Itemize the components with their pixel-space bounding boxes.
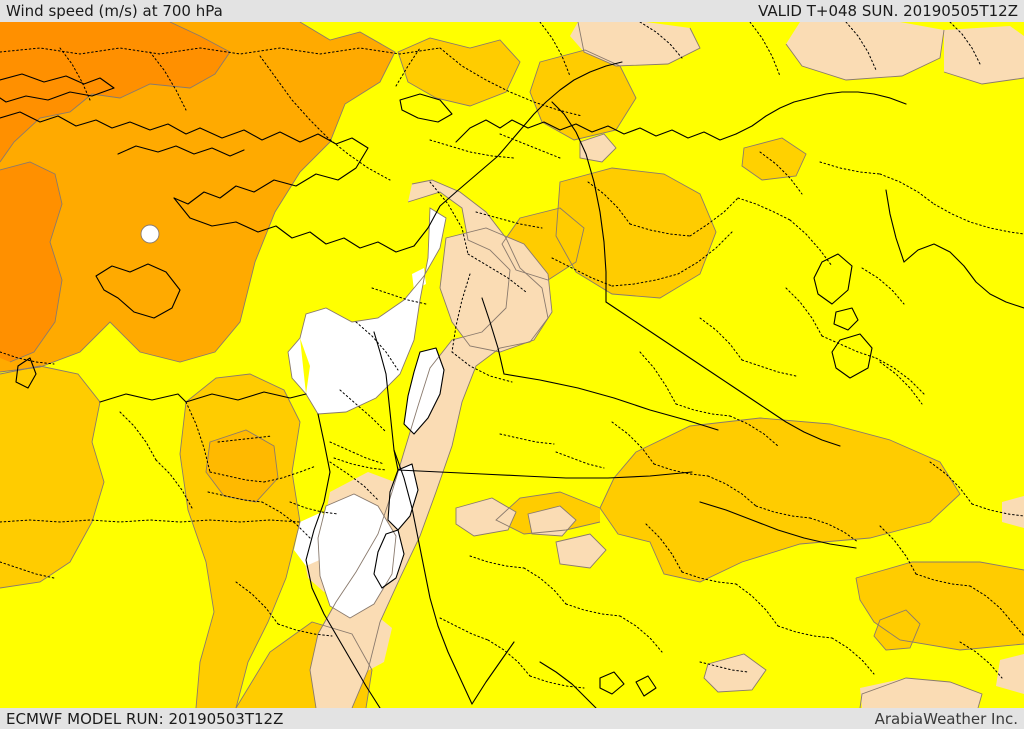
page-title: Wind speed (m/s) at 700 hPa [6,2,223,20]
wind-speed-heatmap[interactable] [0,22,1024,708]
admin-borders-dotted [0,22,1024,689]
brand-label: ArabiaWeather Inc. [874,710,1018,728]
model-run-label: ECMWF MODEL RUN: 20190503T12Z [6,710,284,728]
valid-time-label: VALID T+048 SUN. 20190505T12Z [758,2,1018,20]
map-canvas[interactable] [0,22,1024,708]
footer-bar: ECMWF MODEL RUN: 20190503T12Z ArabiaWeat… [0,708,1024,729]
header-bar: Wind speed (m/s) at 700 hPa VALID T+048 … [0,0,1024,22]
contour-lines [0,22,1024,708]
coastlines [0,61,1024,708]
